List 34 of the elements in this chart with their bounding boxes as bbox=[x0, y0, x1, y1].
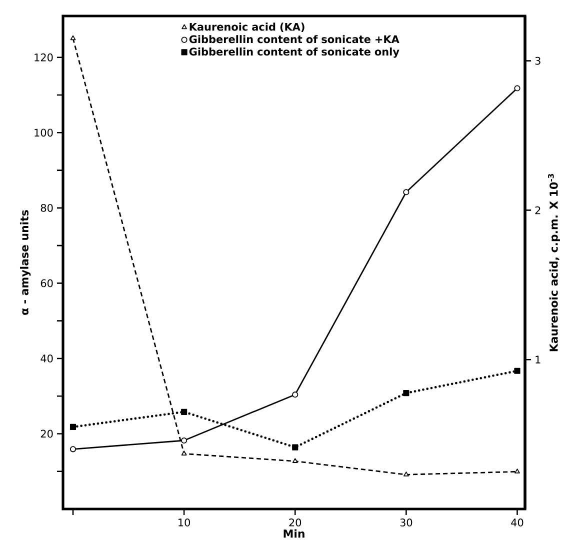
y2-tick-label: 2 bbox=[535, 206, 540, 214]
y-tick-label: 40 bbox=[40, 354, 53, 362]
x-tick-label: 20 bbox=[289, 518, 302, 526]
point bbox=[403, 189, 410, 196]
point bbox=[403, 390, 410, 396]
point bbox=[514, 85, 520, 92]
legend-label: Gibberellin content of sonicate only bbox=[189, 48, 400, 58]
x-tick-label: 30 bbox=[400, 518, 412, 526]
y2-tick-label: 3 bbox=[535, 56, 540, 65]
point bbox=[70, 35, 76, 40]
y2-tick-label: 1 bbox=[536, 356, 540, 364]
point bbox=[514, 368, 520, 374]
x-tick-label: 40 bbox=[511, 518, 524, 526]
point bbox=[514, 468, 520, 474]
legend-label: Kaurenoic acid (KA) bbox=[190, 22, 304, 32]
y-tick-label: 100 bbox=[34, 128, 53, 137]
point bbox=[292, 392, 298, 398]
point bbox=[292, 444, 298, 450]
point bbox=[181, 450, 187, 456]
x-tick-label: 10 bbox=[178, 518, 190, 526]
point bbox=[70, 446, 76, 452]
y-tick-label: 80 bbox=[40, 204, 53, 212]
point bbox=[181, 408, 188, 415]
y-tick-label: 60 bbox=[40, 279, 53, 288]
legend-label: Gibberellin content of sonicate +KA bbox=[189, 35, 400, 44]
point bbox=[70, 424, 76, 430]
point bbox=[181, 437, 188, 444]
y-tick-label: 20 bbox=[40, 430, 53, 438]
y2-axis-title: Kaurenoic acid, c.p.m. X 10$^{-3}$ bbox=[548, 174, 560, 352]
point bbox=[292, 458, 298, 463]
y-tick-label: 120 bbox=[34, 53, 53, 62]
y-axis-title: α - amylase units bbox=[20, 210, 31, 315]
x-axis-title: Min bbox=[284, 529, 304, 538]
point bbox=[403, 472, 409, 476]
